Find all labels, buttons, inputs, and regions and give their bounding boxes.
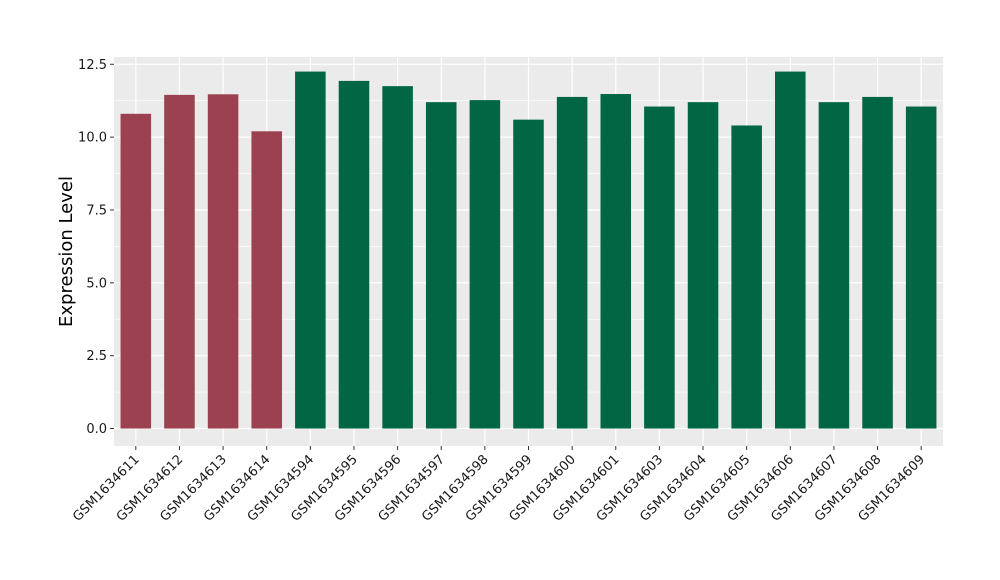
bar-GSM1634611 xyxy=(120,113,152,429)
bars xyxy=(120,71,937,429)
bar-GSM1634614 xyxy=(251,131,282,429)
bar-GSM1634601 xyxy=(600,94,632,429)
y-axis: 0.0 2.5 5.0 7.5 10.0 12.5 xyxy=(78,58,114,437)
y-tick-label: 0.0 xyxy=(86,422,107,437)
bar-GSM1634613 xyxy=(207,94,239,429)
bar-GSM1634599 xyxy=(513,119,544,429)
bar-GSM1634612 xyxy=(164,94,195,429)
bar-GSM1634603 xyxy=(644,106,675,429)
bar-GSM1634594 xyxy=(295,71,326,429)
x-axis: GSM1634611GSM1634612GSM1634613GSM1634614… xyxy=(70,446,928,525)
bar-GSM1634604 xyxy=(687,102,719,429)
bar-GSM1634605 xyxy=(731,125,762,429)
bar-GSM1634607 xyxy=(818,102,850,429)
y-tick-label: 2.5 xyxy=(86,349,107,364)
y-tick-label: 10.0 xyxy=(78,131,107,146)
y-axis-title: Expression Level xyxy=(56,176,77,327)
bar-GSM1634606 xyxy=(775,71,806,429)
y-tick-label: 5.0 xyxy=(86,276,107,291)
y-tick-label: 7.5 xyxy=(86,203,107,218)
bar-GSM1634596 xyxy=(382,86,413,429)
bar-GSM1634598 xyxy=(469,100,501,429)
bar-GSM1634597 xyxy=(425,102,457,429)
bar-GSM1634595 xyxy=(338,80,370,429)
y-tick-label: 12.5 xyxy=(78,58,107,73)
bar-GSM1634608 xyxy=(862,96,893,429)
bar-GSM1634609 xyxy=(905,106,937,429)
bar-GSM1634600 xyxy=(556,96,588,429)
